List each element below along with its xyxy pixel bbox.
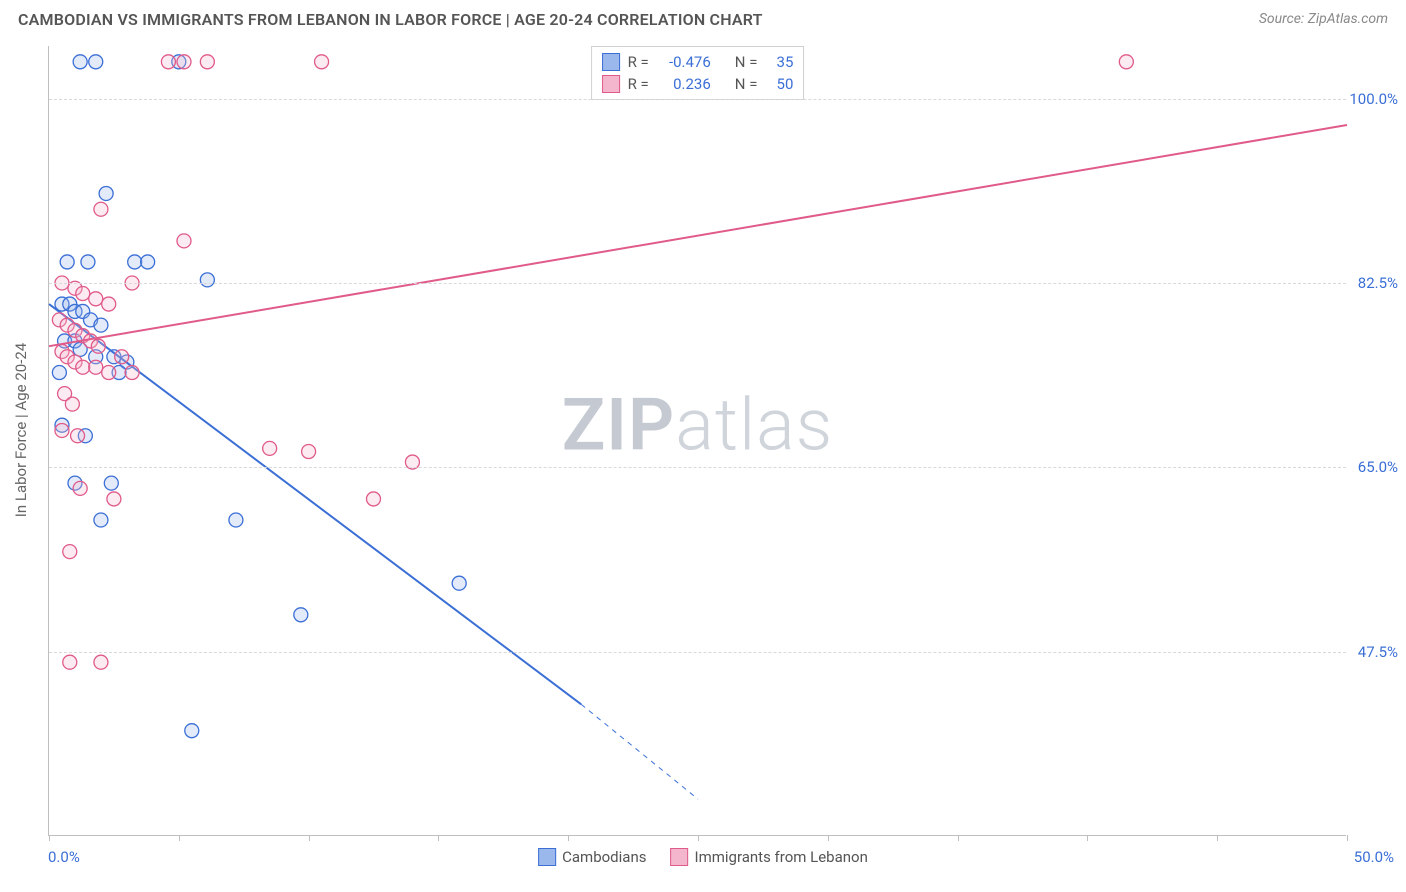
legend-correlation-row: R = -0.476 N = 35 (602, 51, 794, 73)
data-point (94, 318, 108, 332)
x-axis-max-label: 50.0% (1354, 848, 1394, 866)
legend-r-label: R = (628, 53, 649, 71)
data-point (229, 513, 243, 527)
data-point (1119, 55, 1133, 69)
data-point (141, 255, 155, 269)
legend-r-label: R = (628, 75, 649, 93)
legend-series-item: Immigrants from Lebanon (670, 848, 867, 866)
data-point (94, 513, 108, 527)
data-point (302, 445, 316, 459)
data-point (89, 292, 103, 306)
data-point (115, 350, 129, 364)
legend-n-value: 50 (765, 75, 793, 93)
x-tick (958, 835, 959, 841)
data-point (94, 202, 108, 216)
legend-n-label: N = (735, 53, 758, 71)
data-point (200, 273, 214, 287)
regression-line (49, 304, 581, 704)
legend-series-label: Cambodians (562, 848, 646, 866)
chart-title: CAMBODIAN VS IMMIGRANTS FROM LEBANON IN … (18, 10, 763, 29)
y-tick-label: 100.0% (1348, 90, 1398, 108)
x-tick (438, 835, 439, 841)
y-gridline (49, 652, 1346, 653)
y-gridline (49, 467, 1346, 468)
y-gridline (49, 283, 1346, 284)
data-point (63, 655, 77, 669)
data-point (177, 55, 191, 69)
x-tick (49, 835, 50, 841)
x-tick (698, 835, 699, 841)
regression-line (49, 125, 1347, 346)
data-point (102, 366, 116, 380)
data-point (452, 576, 466, 590)
legend-n-label: N = (735, 75, 758, 93)
data-point (76, 287, 90, 301)
x-tick (828, 835, 829, 841)
data-point (315, 55, 329, 69)
data-point (128, 255, 142, 269)
data-point (161, 55, 175, 69)
y-tick-label: 65.0% (1348, 458, 1398, 476)
data-point (294, 608, 308, 622)
data-point (89, 55, 103, 69)
plot-area: ZIPatlas R =-0.476N =35R =0.236N =50 100… (48, 46, 1346, 836)
data-point (367, 492, 381, 506)
data-point (73, 481, 87, 495)
y-tick-label: 82.5% (1348, 274, 1398, 292)
chart-header: CAMBODIAN VS IMMIGRANTS FROM LEBANON IN … (0, 0, 1406, 38)
legend-series-label: Immigrants from Lebanon (694, 848, 867, 866)
data-point (94, 655, 108, 669)
y-gridline (49, 99, 1346, 100)
legend-correlation: R = -0.476 N = 35 R = 0.236 N = 50 (591, 46, 805, 100)
x-axis-min-label: 0.0% (48, 848, 80, 866)
legend-swatch (602, 53, 620, 71)
data-point (55, 423, 69, 437)
chart-svg (49, 46, 1346, 835)
x-tick (179, 835, 180, 841)
legend-swatch (602, 75, 620, 93)
legend-series-item: Cambodians (538, 848, 646, 866)
data-point (52, 366, 66, 380)
data-point (107, 492, 121, 506)
regression-line-extended (581, 704, 698, 799)
legend-r-value: 0.236 (657, 75, 711, 93)
data-point (76, 360, 90, 374)
x-tick (1217, 835, 1218, 841)
data-point (65, 397, 79, 411)
data-point (81, 255, 95, 269)
data-point (185, 724, 199, 738)
data-point (63, 545, 77, 559)
legend-r-value: -0.476 (657, 53, 711, 71)
x-tick (309, 835, 310, 841)
data-point (200, 55, 214, 69)
legend-n-value: 35 (765, 53, 793, 71)
data-point (99, 186, 113, 200)
y-tick-label: 47.5% (1348, 643, 1398, 661)
data-point (177, 234, 191, 248)
legend-swatch (538, 848, 556, 866)
data-point (263, 441, 277, 455)
data-point (71, 429, 85, 443)
data-point (73, 55, 87, 69)
data-point (125, 366, 139, 380)
x-tick (568, 835, 569, 841)
x-tick (1347, 835, 1348, 841)
legend-series: Cambodians Immigrants from Lebanon (538, 848, 868, 866)
data-point (60, 255, 74, 269)
x-tick (1087, 835, 1088, 841)
legend-correlation-row: R = 0.236 N = 50 (602, 73, 794, 95)
y-axis-title: In Labor Force | Age 20-24 (12, 343, 30, 517)
data-point (89, 360, 103, 374)
data-point (104, 476, 118, 490)
data-point (91, 339, 105, 353)
legend-swatch (670, 848, 688, 866)
chart-source: Source: ZipAtlas.com (1259, 11, 1388, 27)
data-point (102, 297, 116, 311)
